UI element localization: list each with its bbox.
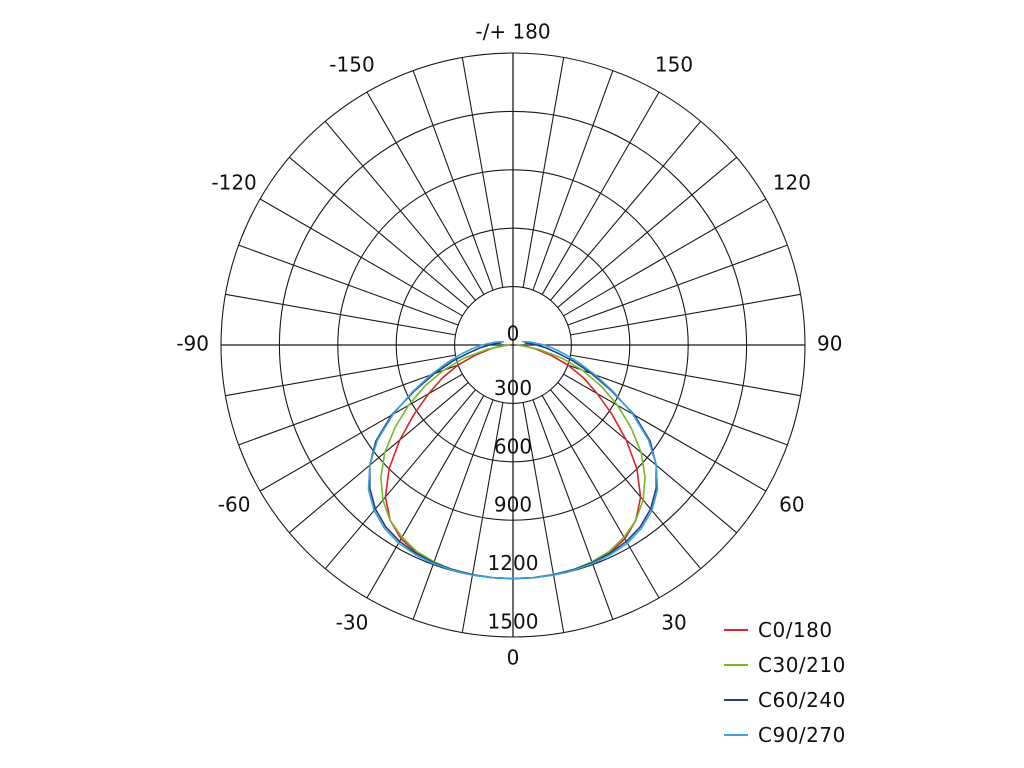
grid-spoke-150 [541, 91, 660, 295]
grid-spoke-210 [366, 91, 485, 295]
angle-tick-label: -90 [176, 332, 209, 356]
radial-tick-label-0: 0 [507, 322, 520, 346]
legend: C0/180 C30/210 C60/240 C90/270 [724, 612, 904, 752]
grid-spoke-250 [238, 244, 459, 326]
grid-spoke-330 [366, 395, 485, 599]
grid-spoke-140 [550, 120, 702, 301]
grid-spoke-260 [225, 293, 456, 336]
legend-label-c30-210: C30/210 [758, 652, 846, 677]
angle-tick-label: 90 [817, 332, 842, 356]
grid-spoke-350 [461, 402, 504, 633]
grid-spoke-130 [557, 156, 738, 308]
grid-spoke-10 [522, 402, 565, 633]
tick-labels: 0 30 60 90 120 150 -/+ 180 -150 -120 -90 -60 -30 0 30… [176, 20, 842, 670]
grid-spoke-110 [567, 244, 788, 326]
radial-tick-label-1500: 1500 [488, 610, 539, 634]
grid-spoke-290 [238, 364, 459, 446]
grid-spoke-40 [550, 389, 702, 570]
angle-tick-label: 30 [661, 610, 686, 634]
grid-spoke-120 [563, 198, 767, 317]
grid-spoke-80 [570, 354, 801, 397]
radial-tick-label-900: 900 [494, 493, 532, 517]
legend-item-c60-240: C60/240 [724, 682, 904, 717]
angle-tick-label: -30 [336, 610, 369, 634]
grid-spoke-170 [522, 57, 565, 288]
grid-spoke-70 [567, 364, 788, 446]
angle-tick-label: -150 [329, 53, 374, 77]
grid-spoke-340 [412, 399, 494, 620]
grid-spoke-240 [259, 198, 463, 317]
angle-tick-label: -/+ 180 [475, 20, 550, 44]
legend-swatch-c30-210 [724, 663, 748, 666]
grid-spoke-320 [324, 389, 476, 570]
grid-spoke-280 [225, 354, 456, 397]
angle-tick-label: 60 [779, 493, 804, 517]
series-curves [367, 340, 659, 580]
radial-tick-label-1200: 1200 [488, 551, 539, 575]
legend-item-c90-270: C90/270 [724, 717, 904, 752]
grid-spoke-200 [412, 70, 494, 291]
legend-swatch-c0-180 [724, 628, 748, 631]
angle-tick-label: 150 [655, 53, 693, 77]
radial-tick-label-600: 600 [494, 434, 532, 458]
grid-spoke-300 [259, 373, 463, 492]
grid-spoke-190 [461, 57, 504, 288]
legend-item-c30-210: C30/210 [724, 647, 904, 682]
grid-spoke-20 [532, 399, 614, 620]
angle-tick-label: 120 [773, 171, 811, 195]
angle-tick-label: 0 [507, 646, 520, 670]
grid-spoke-30 [541, 395, 660, 599]
grid-spoke-310 [288, 382, 469, 534]
legend-label-c60-240: C60/240 [758, 687, 846, 712]
angle-tick-label: -120 [211, 171, 256, 195]
radial-tick-label-300: 300 [494, 376, 532, 400]
legend-item-c0-180: C0/180 [724, 612, 904, 647]
grid-spoke-160 [532, 70, 614, 291]
grid-spoke-100 [570, 293, 801, 336]
series-curve-c90-270 [367, 340, 659, 580]
grid-spoke-50 [557, 382, 738, 534]
legend-swatch-c60-240 [724, 698, 748, 701]
grid-spoke-220 [324, 120, 476, 301]
grid-spoke-60 [563, 373, 767, 492]
legend-label-c90-270: C90/270 [758, 722, 846, 747]
grid-spoke-230 [288, 156, 469, 308]
angle-tick-label: -60 [218, 493, 251, 517]
legend-label-c0-180: C0/180 [758, 617, 833, 642]
legend-swatch-c90-270 [724, 733, 748, 736]
